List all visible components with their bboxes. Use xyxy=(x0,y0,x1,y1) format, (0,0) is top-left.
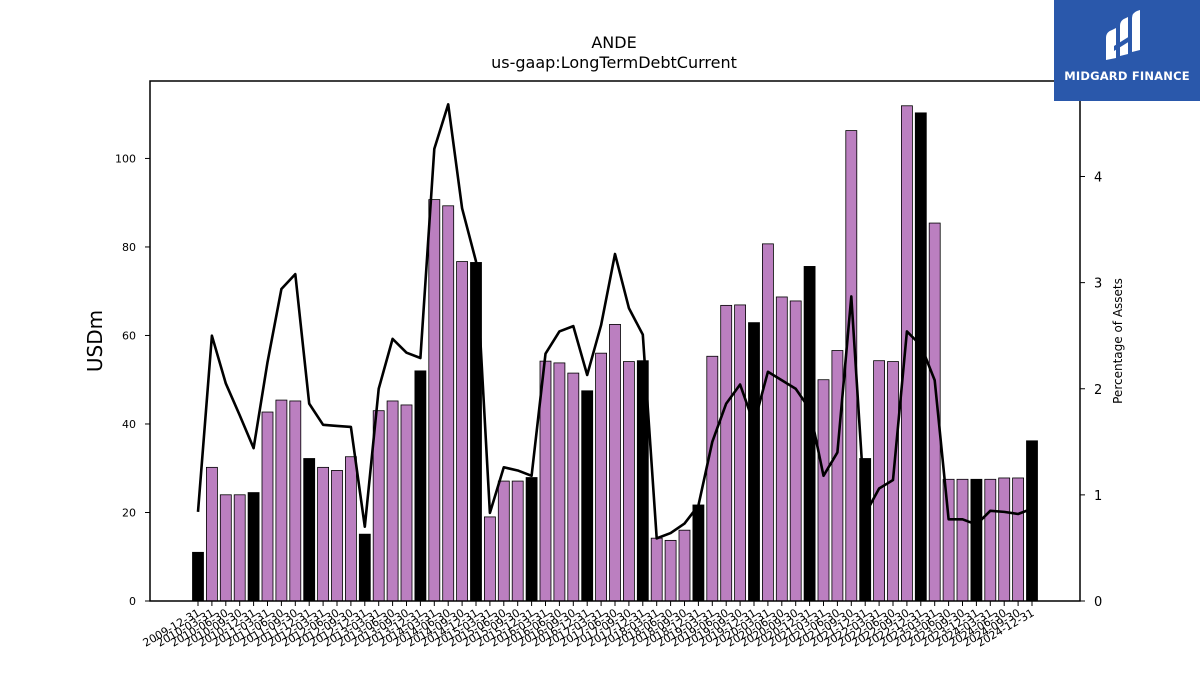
bar-2011-12-31 xyxy=(303,458,316,602)
chart-subtitle: us-gaap:LongTermDebtCurrent xyxy=(491,53,737,72)
left-tick-label-80: 80 xyxy=(122,241,136,254)
bar-2023-09-30 xyxy=(956,478,969,602)
bar-2016-06-30 xyxy=(553,362,566,602)
bar-2016-09-30 xyxy=(567,372,580,602)
bar-2013-06-30 xyxy=(386,400,399,602)
bar-2019-03-31 xyxy=(706,355,719,602)
bar-2012-06-30 xyxy=(331,470,343,602)
bar-2023-12-31 xyxy=(970,478,983,602)
bar-2011-03-31 xyxy=(261,411,274,602)
bar-2011-06-30 xyxy=(275,399,288,602)
bar-2013-12-31 xyxy=(414,370,427,602)
bar-2015-06-30 xyxy=(497,480,510,602)
bar-2018-03-31 xyxy=(650,537,663,602)
bar-2010-03-31 xyxy=(205,466,218,602)
bar-2015-09-30 xyxy=(511,480,524,602)
bar-2010-12-31 xyxy=(247,492,260,602)
bar-2019-12-31 xyxy=(748,322,760,602)
bar-2024-09-30 xyxy=(1012,477,1024,602)
bar-2014-06-30 xyxy=(442,205,455,602)
right-tick-label-4: 4 xyxy=(1094,171,1102,186)
right-tick-label-2: 2 xyxy=(1094,383,1102,398)
bar-2021-03-31 xyxy=(817,379,830,602)
bar-2022-03-31 xyxy=(873,360,885,602)
bar-2021-06-30 xyxy=(831,350,844,602)
y-axis-label: USDm xyxy=(83,310,107,372)
bar-series xyxy=(192,105,1038,602)
left-tick-label-100: 100 xyxy=(115,152,136,165)
bar-2016-12-31 xyxy=(581,390,594,602)
bar-2024-12-31 xyxy=(1026,440,1038,602)
bar-2019-06-30 xyxy=(720,304,733,602)
bar-2020-06-30 xyxy=(775,296,788,602)
bar-2017-06-30 xyxy=(609,323,621,602)
bar-2010-09-30 xyxy=(233,494,246,602)
bar-2012-12-31 xyxy=(358,533,371,602)
right-tick-label-1: 1 xyxy=(1094,489,1102,504)
right-tick-label-3: 3 xyxy=(1094,277,1102,292)
left-tick-label-0: 0 xyxy=(129,595,136,608)
bar-2011-09-30 xyxy=(289,400,302,602)
left-axis: 0 20 40 60 80 100 xyxy=(115,152,150,608)
bar-2018-09-30 xyxy=(678,529,691,602)
bar-2022-09-30 xyxy=(901,105,913,602)
bar-2018-12-31 xyxy=(692,504,705,602)
bar-2017-09-30 xyxy=(623,361,635,602)
left-tick-label-60: 60 xyxy=(122,329,136,342)
bar-2012-09-30 xyxy=(344,456,357,602)
bar-2019-09-30 xyxy=(734,304,746,602)
x-axis: 2009-12-312010-03-312010-06-302010-09-30… xyxy=(141,601,1037,650)
bar-2018-06-30 xyxy=(664,539,677,602)
bar-2014-03-31 xyxy=(428,199,441,602)
bar-2021-12-31 xyxy=(859,458,872,602)
bar-2013-09-30 xyxy=(400,404,413,602)
midgard-finance-logo: MIDGARD FINANCE xyxy=(1054,0,1200,101)
bar-2014-09-30 xyxy=(456,261,469,602)
bar-2020-03-31 xyxy=(762,243,774,602)
percentage-line-series xyxy=(196,103,1033,540)
bar-2023-06-30 xyxy=(942,478,955,602)
bar-2009-12-31 xyxy=(192,551,204,602)
bar-2012-03-31 xyxy=(317,466,330,602)
right-tick-label-0: 0 xyxy=(1094,595,1102,610)
left-tick-label-40: 40 xyxy=(122,418,136,431)
chart-title: ANDE xyxy=(591,33,636,52)
bar-2020-09-30 xyxy=(789,300,802,602)
percentage-line xyxy=(196,103,1033,540)
bar-2017-03-31 xyxy=(595,352,607,602)
bar-2015-12-31 xyxy=(525,477,538,602)
bar-2024-03-31 xyxy=(984,478,997,602)
logo-text: MIDGARD FINANCE xyxy=(1064,69,1190,83)
right-axis: 0 1 2 3 4 xyxy=(1080,171,1102,610)
y2-axis-label: Percentage of Assets xyxy=(1111,278,1125,404)
left-tick-label-20: 20 xyxy=(122,506,136,519)
bar-2024-06-30 xyxy=(998,477,1011,602)
midgard-logo-icon xyxy=(1106,10,1140,60)
bar-2015-03-31 xyxy=(483,516,496,602)
bar-2010-06-30 xyxy=(219,494,232,602)
